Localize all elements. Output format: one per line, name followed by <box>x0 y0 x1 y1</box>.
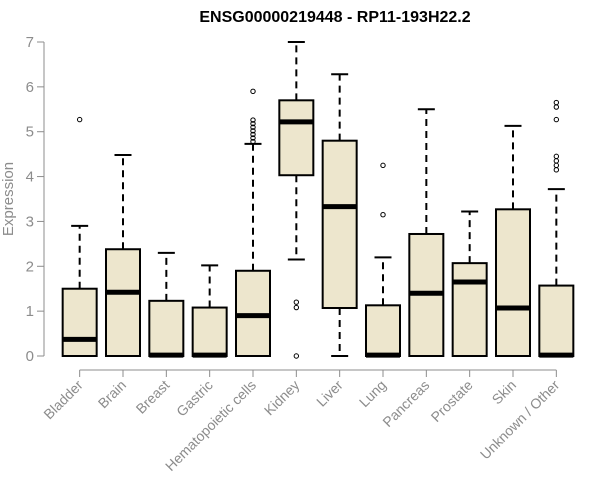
y-tick-label: 5 <box>26 124 34 141</box>
outlier-point <box>293 304 300 311</box>
x-tick-label: Unknown / Other <box>477 377 563 463</box>
outlier-point <box>250 88 256 95</box>
outlier-point <box>293 299 300 305</box>
box-breast <box>148 251 185 358</box>
y-tick-label: 4 <box>26 169 34 186</box>
box-kidney <box>278 41 315 359</box>
y-axis-label: Expression <box>0 162 17 236</box>
box-iqr <box>538 284 575 357</box>
box-hematopoietic-cells <box>235 88 271 357</box>
x-tick-label: Gastric <box>173 377 216 420</box>
x-tick-label: Kidney <box>261 377 303 419</box>
box-iqr <box>495 208 531 357</box>
outlier-point <box>250 138 256 145</box>
box-iqr <box>148 299 185 357</box>
outlier-point <box>553 116 560 123</box>
outlier-point <box>380 212 386 218</box>
y-tick-label: 2 <box>26 258 34 275</box>
outlier-point <box>553 104 560 110</box>
box-skin <box>495 124 531 357</box>
outlier-point <box>553 153 560 160</box>
y-tick-label: 0 <box>26 348 34 365</box>
y-axis: 0 1 2 3 4 5 6 7 <box>26 34 45 365</box>
outlier-point <box>293 353 300 359</box>
box-bladder <box>61 116 98 358</box>
box-gastric <box>191 264 228 358</box>
x-tick-label: Prostate <box>428 377 476 425</box>
x-tick-label: Bladder <box>40 377 86 423</box>
chart-title: ENSG00000219448 - RP11-193H22.2 <box>199 9 470 26</box>
box-iqr <box>61 287 98 358</box>
y-tick-label: 7 <box>26 34 34 51</box>
y-tick-label: 3 <box>26 213 34 230</box>
x-tick-label: Breast <box>133 377 173 417</box>
outlier-point <box>250 135 256 141</box>
outlier-point <box>380 162 386 169</box>
outlier-point <box>250 131 256 138</box>
box-iqr <box>365 304 401 358</box>
box-pancreas <box>408 108 445 357</box>
outlier-point <box>250 117 256 123</box>
box-unknown-other <box>538 99 575 358</box>
box-iqr <box>105 248 141 358</box>
outlier-point <box>250 120 256 127</box>
x-tick-label: Brain <box>95 377 129 411</box>
box-iqr <box>321 139 358 310</box>
box-prostate <box>451 210 488 358</box>
box-iqr <box>278 99 315 177</box>
y-tick-label: 6 <box>26 79 34 96</box>
box-lung <box>365 162 401 358</box>
y-tick-label: 1 <box>26 303 34 320</box>
x-tick-label: Pancreas <box>379 377 432 430</box>
box-brain <box>105 154 141 358</box>
outlier-point <box>553 167 560 173</box>
x-tick-label: Liver <box>313 377 346 410</box>
outlier-point <box>553 162 560 169</box>
outlier-point <box>553 158 560 164</box>
x-tick-label: Skin <box>489 377 520 408</box>
box-iqr <box>191 306 228 358</box>
outlier-point <box>250 128 256 134</box>
box-liver <box>321 73 358 357</box>
outlier-point <box>76 116 83 123</box>
boxes-group <box>61 41 575 359</box>
outlier-point <box>553 99 560 106</box>
box-iqr <box>451 262 488 358</box>
outlier-point <box>250 124 256 130</box>
x-tick-label: Lung <box>356 377 389 410</box>
